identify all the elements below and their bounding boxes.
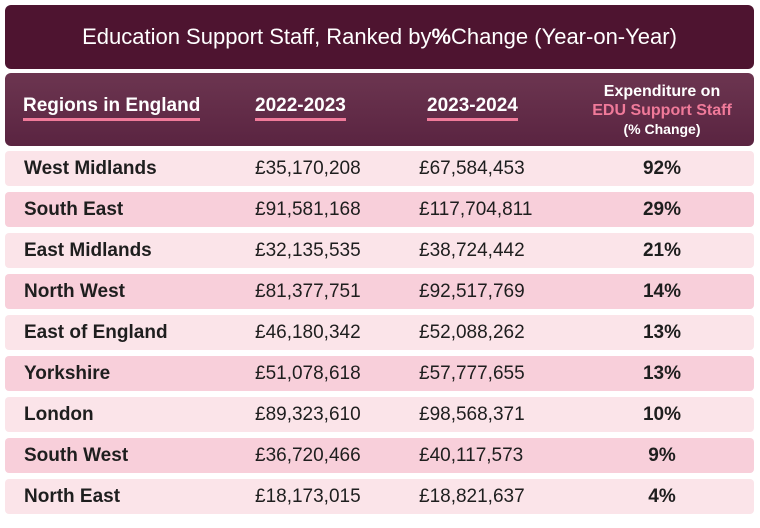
header-year-2023: 2023-2024	[427, 95, 518, 121]
cell-2022-2023: £36,720,466	[255, 445, 361, 466]
cell-2022-2023: £18,173,015	[255, 486, 361, 507]
header-region-label: Regions in England	[23, 95, 201, 121]
table-row: London £89,323,610 £98,568,371 10%	[5, 397, 754, 432]
cell-2023-2024: £18,821,637	[419, 486, 525, 507]
cell-2023-2024: £38,724,442	[419, 240, 525, 261]
table-row: Yorkshire £51,078,618 £57,777,655 13%	[5, 356, 754, 391]
cell-percent-change: 13%	[642, 322, 682, 343]
cell-2023-2024: £57,777,655	[419, 363, 525, 384]
cell-region: South West	[24, 445, 129, 466]
cell-region: South East	[24, 199, 124, 220]
cell-2023-2024: £52,088,262	[419, 322, 525, 343]
cell-percent-change: 14%	[642, 281, 682, 302]
header-expenditure-line1: Expenditure on	[603, 83, 721, 100]
cell-region: London	[24, 404, 94, 425]
cell-region: North East	[24, 486, 121, 507]
title-suffix: Change (Year-on-Year)	[451, 24, 677, 49]
cell-2023-2024: £117,704,811	[419, 199, 533, 220]
cell-2022-2023: £32,135,535	[255, 240, 361, 261]
cell-percent-change: 13%	[642, 363, 682, 384]
cell-2022-2023: £89,323,610	[255, 404, 361, 425]
header-expenditure-line3: (% Change)	[623, 121, 701, 137]
cell-percent-change: 9%	[648, 445, 676, 466]
cell-2023-2024: £40,117,573	[419, 445, 524, 466]
table-row: West Midlands £35,170,208 £67,584,453 92%	[5, 151, 754, 186]
cell-region: East of England	[24, 322, 168, 343]
cell-2023-2024: £92,517,769	[419, 281, 525, 302]
title-bold-percent: %	[431, 24, 452, 49]
cell-2023-2024: £67,584,453	[419, 158, 525, 179]
header-expenditure-line2: EDU Support Staff	[592, 102, 732, 119]
table-row: South West £36,720,466 £40,117,573 9%	[5, 438, 754, 473]
header-year-2022: 2022-2023	[255, 95, 346, 121]
table-row: East of England £46,180,342 £52,088,262 13%	[5, 315, 754, 350]
cell-region: North West	[24, 281, 125, 302]
cell-region: East Midlands	[24, 240, 152, 261]
table-row: North East £18,173,015 £18,821,637 4%	[5, 479, 754, 514]
table-row: South East £91,581,168 £117,704,811 29%	[5, 192, 754, 227]
table-title: Education Support Staff, Ranked by % Cha…	[5, 5, 754, 69]
title-prefix: Education Support Staff, Ranked by	[82, 24, 432, 49]
table-row: North West £81,377,751 £92,517,769 14%	[5, 274, 754, 309]
cell-2022-2023: £51,078,618	[255, 363, 361, 384]
table-header: Regions in England 2022-2023 2023-2024 E…	[5, 73, 754, 146]
cell-percent-change: 21%	[642, 240, 682, 261]
cell-2022-2023: £35,170,208	[255, 158, 361, 179]
cell-2022-2023: £46,180,342	[255, 322, 361, 343]
cell-percent-change: 92%	[642, 158, 682, 179]
table-row: East Midlands £32,135,535 £38,724,442 21%	[5, 233, 754, 268]
header-year-2023-label: 2023-2024	[427, 95, 518, 121]
cell-2023-2024: £98,568,371	[419, 404, 525, 425]
header-year-2022-label: 2022-2023	[255, 95, 346, 121]
header-region: Regions in England	[23, 95, 201, 121]
cell-2022-2023: £81,377,751	[255, 281, 361, 302]
cell-region: Yorkshire	[24, 363, 111, 384]
cell-percent-change: 10%	[642, 404, 682, 425]
header-expenditure: Expenditure on EDU Support Staff (% Chan…	[582, 82, 742, 139]
cell-2022-2023: £91,581,168	[255, 199, 361, 220]
cell-region: West Midlands	[24, 158, 157, 179]
cell-percent-change: 29%	[642, 199, 682, 220]
cell-percent-change: 4%	[648, 486, 676, 507]
